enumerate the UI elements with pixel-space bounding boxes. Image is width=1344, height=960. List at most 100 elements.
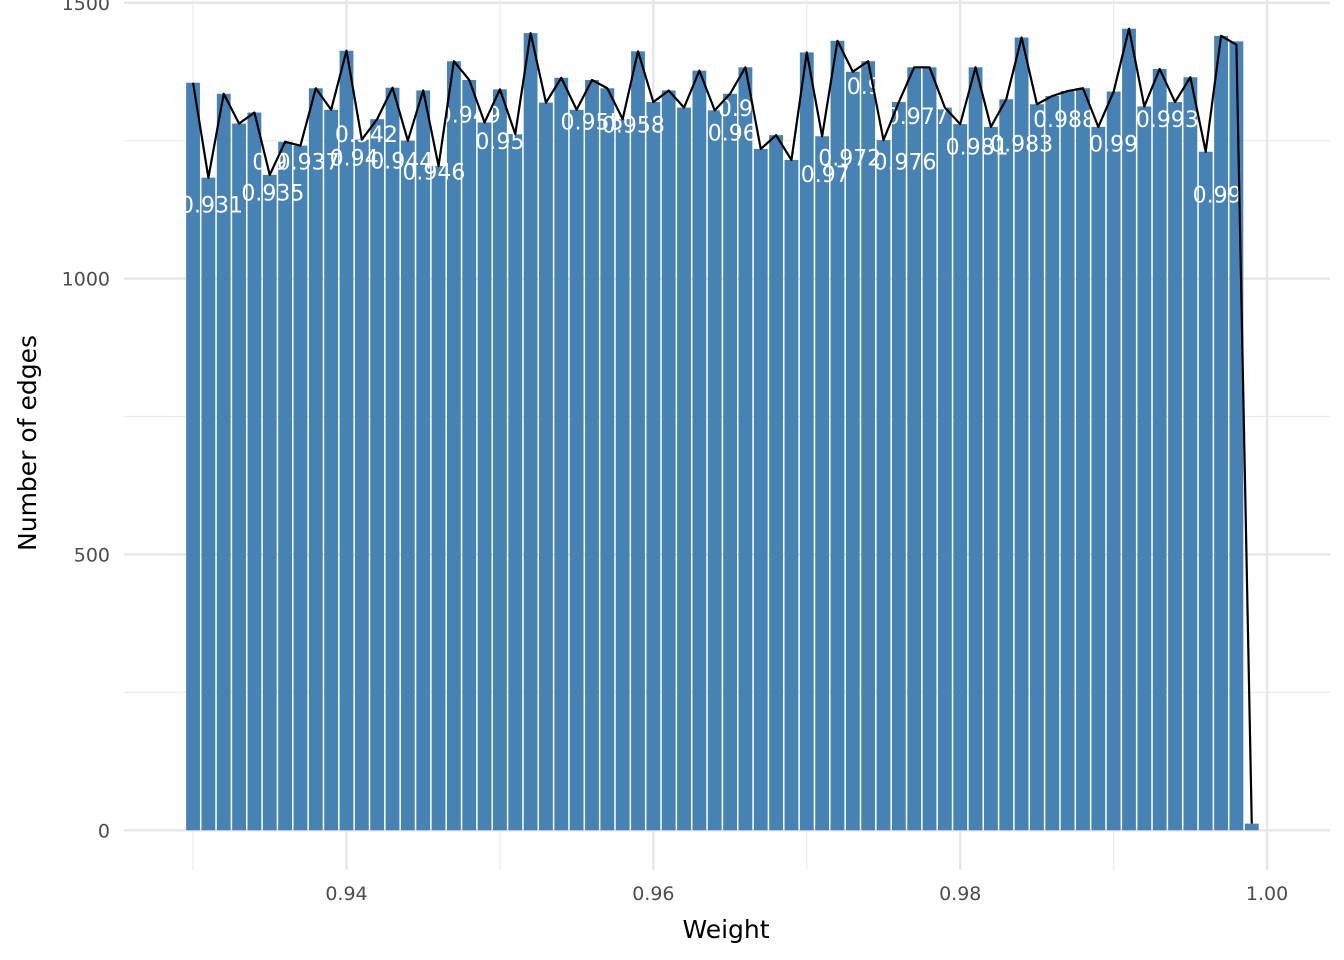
bar [922,67,937,831]
x-axis-title: Weight [682,915,769,944]
bar [677,107,691,831]
bar [1229,41,1244,831]
bar-value-label: 0.96 [718,97,767,122]
bar-value-label: 0.976 [873,150,936,175]
bar [293,145,308,831]
bar [400,140,415,831]
bar [493,89,507,831]
bar [232,123,246,831]
y-tick-label: 500 [74,544,110,566]
bar-value-label: 0.95 [475,130,524,155]
bar-value-label: 0.97 [801,163,850,188]
bar [1060,91,1075,831]
bar [953,124,968,831]
bar-labels: 0.9310.9350.9460.950.90.9370.940.9440.94… [180,75,1256,219]
bar [324,109,339,831]
bar-value-label: 0.958 [602,113,665,138]
bar [278,141,293,831]
bar [1214,35,1228,831]
bar [769,135,784,831]
bar [845,71,860,831]
bar-value-label: 0.981 [946,135,1009,160]
bar [416,90,431,831]
bar [186,82,200,831]
bar-value-label: 0.997 [1193,183,1256,208]
bar [585,79,599,831]
bar-value-label: 0.94 [330,147,379,172]
trend-line [191,27,1253,824]
bar-value-label: 0.965 [708,122,771,147]
bar [830,40,845,831]
bar [569,109,584,831]
bar [385,87,400,831]
bar [1076,88,1090,831]
bar-value-label: 0.983 [990,133,1053,158]
bar [753,148,768,831]
bar-value-label: 0.946 [402,160,465,185]
bar [968,67,983,831]
bar [799,52,814,831]
bar [216,93,231,831]
bar-value-label: 0.937 [277,150,340,175]
x-tick-label: 0.94 [325,883,367,905]
bar [631,51,645,831]
bar [784,159,799,831]
bar-value-label: 0.99 [1089,133,1138,158]
bar [891,102,906,831]
bar [477,122,492,831]
bar [1198,151,1213,831]
bar [984,126,998,831]
bar [1030,104,1044,831]
x-axis-ticks: 0.94 0.96 0.98 1.00 [325,883,1288,905]
bar [861,61,876,831]
bar [1168,102,1182,831]
bar [1091,126,1106,831]
bar-value-label: 0.993 [1136,108,1199,133]
bar [661,90,676,831]
bar [1122,28,1136,831]
bar [462,79,477,831]
bar [600,88,615,831]
y-tick-label: 1000 [62,269,110,291]
bar [339,50,354,831]
bar [692,70,707,831]
bar [201,177,216,831]
bar [1183,77,1198,831]
bar [539,102,553,831]
bar-value-label: 0.949 [438,103,501,128]
y-tick-label: 0 [98,820,110,842]
bar [370,119,385,831]
bar [354,139,369,831]
bar [738,67,753,831]
bar [723,93,737,831]
bar [446,61,461,831]
bar [815,136,830,831]
bar-value-label: 0.944 [370,149,433,174]
bar [937,107,952,831]
x-tick-label: 0.98 [939,883,981,905]
bar [1014,37,1029,831]
bar [508,134,523,831]
bar [262,174,277,831]
bar [876,140,891,831]
x-tick-label: 0.96 [632,883,674,905]
bar [554,77,569,831]
x-tick-label: 1.00 [1246,883,1288,905]
bar [707,110,722,831]
y-tick-label: 1500 [62,0,110,15]
bar-value-label: 0.931 [180,193,243,218]
bar [646,102,661,831]
bars [186,28,1259,831]
bar [1106,91,1121,831]
bar [999,99,1014,831]
bar-value-label: 0.955 [560,111,623,136]
bar [615,119,630,831]
bar [1137,106,1152,831]
bar-value-label: 0.972 [818,147,881,172]
bar [431,166,446,831]
bar [1244,823,1259,831]
bar [907,67,922,831]
bar [308,88,323,831]
bar [1152,68,1167,831]
